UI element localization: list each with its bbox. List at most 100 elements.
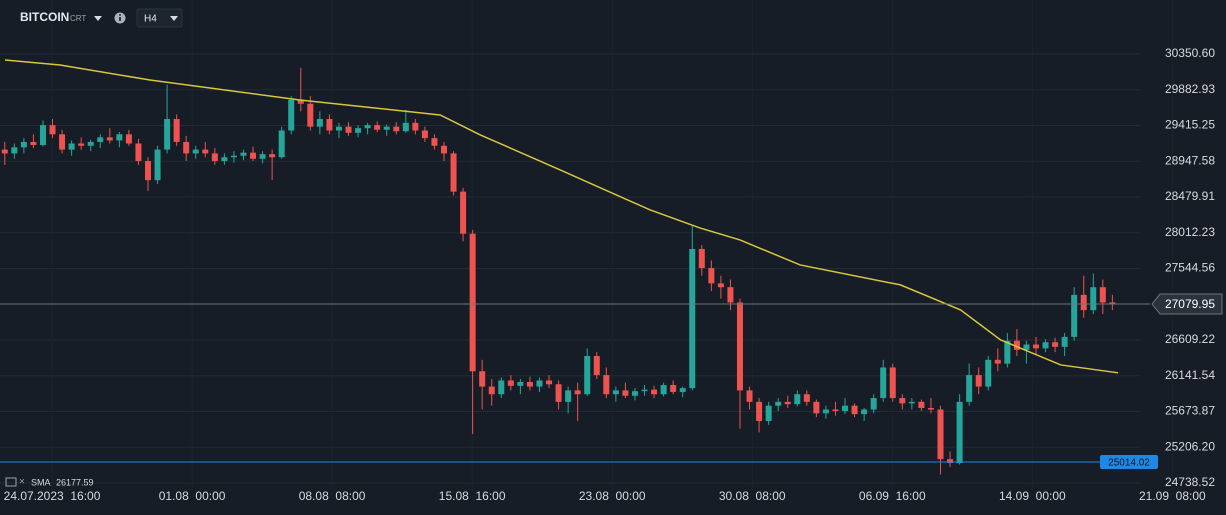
candle-body: [307, 103, 314, 127]
candle-body: [335, 126, 342, 131]
candle-body: [440, 145, 447, 154]
candle-body: [230, 155, 237, 158]
candle-body: [288, 99, 295, 131]
candle-body: [68, 143, 75, 150]
symbol[interactable]: BITCOIN: [20, 10, 69, 24]
candle-body: [1071, 294, 1078, 337]
candle-body: [584, 355, 591, 395]
candle-body: [947, 459, 954, 464]
info-icon-bar: [119, 17, 121, 21]
candle-body: [211, 153, 218, 162]
candle-body: [326, 119, 333, 131]
sma-settings-icon[interactable]: [5, 477, 17, 487]
symbol-suffix: CRT: [70, 14, 86, 23]
candle-body: [97, 137, 104, 142]
candle-body: [880, 367, 887, 399]
candle-body: [631, 391, 638, 396]
candle-body: [192, 149, 199, 154]
candle-body: [746, 390, 753, 402]
candle-body: [393, 126, 400, 132]
candle-body: [450, 153, 457, 192]
price-line-label: 25014.02: [1108, 458, 1150, 469]
x-tick-label: 06.09 16:00: [859, 489, 926, 503]
y-tick-label: 25673.87: [1165, 404, 1215, 418]
candle-body: [679, 388, 686, 392]
y-tick-label: 26609.22: [1165, 332, 1215, 346]
candle-body: [889, 367, 896, 399]
candle-body: [660, 385, 667, 395]
x-tick-label: 14.09 00:00: [999, 489, 1066, 503]
y-tick-label: 27544.56: [1165, 261, 1215, 275]
candle-body: [1004, 340, 1011, 364]
candle-body: [842, 405, 849, 412]
candle-body: [1013, 340, 1020, 350]
candle-body: [78, 143, 85, 146]
y-tick-label: 24738.52: [1165, 475, 1215, 489]
candle-body: [593, 355, 600, 376]
price-line-tag: [1100, 454, 1158, 469]
candle-body: [899, 398, 906, 404]
candle-body: [641, 389, 648, 392]
candle-body: [708, 268, 715, 284]
candle-body: [756, 401, 763, 421]
candle-body: [173, 119, 180, 142]
timeframe-arrow: [170, 16, 178, 21]
x-tick-label: 23.08 00:00: [579, 489, 646, 503]
candle-body: [736, 302, 743, 391]
candle-body: [546, 380, 553, 385]
y-tick-label: 25206.20: [1165, 439, 1215, 453]
candle-body: [803, 394, 810, 402]
candle-body: [345, 126, 352, 133]
candle-body: [135, 143, 142, 162]
info-icon-dot: [119, 14, 121, 16]
candle-body: [603, 375, 610, 395]
timeframe: H4: [144, 14, 157, 25]
candle-body: [49, 125, 56, 135]
candle-body: [297, 99, 304, 104]
candle-body: [813, 401, 820, 414]
candle-body: [250, 152, 257, 159]
candle-body: [1032, 344, 1039, 349]
candle-body: [469, 233, 476, 372]
x-tick-label: 24.07.2023 16:00: [4, 489, 101, 503]
candle-body: [918, 401, 925, 408]
x-tick-label: 01.08 00:00: [159, 489, 226, 503]
candle-body: [1052, 342, 1059, 347]
candle-body: [937, 409, 944, 460]
candle-body: [154, 149, 161, 181]
sma-line: [4, 59, 1119, 374]
x-tick-label: 21.09 08:00: [1139, 489, 1206, 503]
candle-body: [698, 248, 705, 269]
candle-body: [488, 386, 495, 395]
sma-close-icon[interactable]: ×: [19, 477, 25, 488]
candle-body: [460, 191, 467, 234]
candle-body: [183, 141, 190, 154]
candle-body: [670, 385, 677, 392]
candle-body: [11, 147, 18, 154]
candle-body: [565, 390, 572, 402]
candle-body: [87, 141, 94, 146]
timeframe-select[interactable]: [136, 8, 183, 28]
candle-body: [374, 125, 381, 130]
y-tick-label: 30350.60: [1165, 46, 1215, 60]
candle-body: [221, 157, 228, 162]
candle-body: [517, 381, 524, 386]
candle-body: [278, 130, 285, 158]
candle-body: [536, 380, 543, 387]
candle-body: [30, 141, 37, 146]
candle-body: [164, 119, 171, 150]
candle-body: [316, 119, 323, 127]
candle-body: [106, 137, 113, 141]
candle-body: [651, 389, 658, 395]
dropdown-arrow[interactable]: [94, 16, 102, 21]
candle-body: [1090, 287, 1097, 311]
candle-body: [412, 122, 419, 131]
candle-body: [431, 138, 438, 146]
candle-body: [39, 125, 46, 146]
candle-body: [555, 384, 562, 402]
x-tick-label: 30.08 08:00: [719, 489, 786, 503]
candle-body: [269, 154, 276, 158]
y-tick-label: 29415.25: [1165, 118, 1215, 132]
candle-body: [59, 134, 66, 150]
